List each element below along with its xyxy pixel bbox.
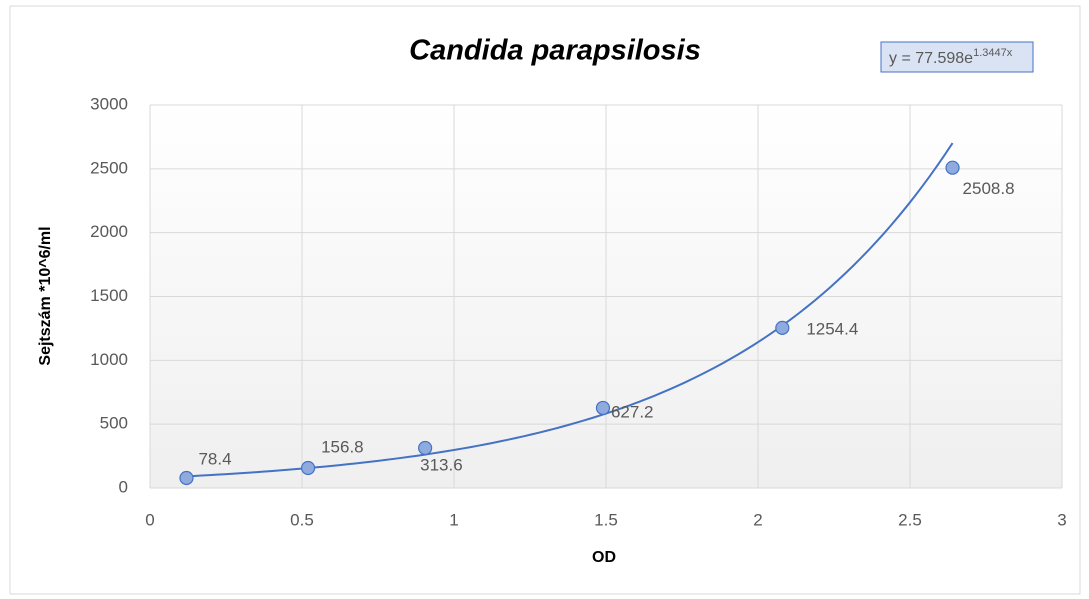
data-label: 156.8 <box>321 437 364 456</box>
x-tick-label: 2.5 <box>898 510 922 529</box>
x-tick-label: 1 <box>449 510 458 529</box>
y-tick-label: 2000 <box>90 222 128 241</box>
x-tick-label: 3 <box>1057 510 1066 529</box>
y-tick-label: 500 <box>100 414 128 433</box>
data-point <box>300 460 316 476</box>
data-label: 627.2 <box>611 402 654 421</box>
data-point <box>418 440 433 456</box>
data-point <box>775 320 790 335</box>
y-tick-label: 1000 <box>90 350 128 369</box>
y-tick-label: 1500 <box>90 286 128 305</box>
y-tick-label: 0 <box>119 477 128 496</box>
x-axis-label: OD <box>592 549 616 566</box>
data-point <box>179 470 194 486</box>
y-axis-label: Sejtszám *10^6/ml <box>37 226 54 365</box>
equation-box <box>880 41 1034 73</box>
data-label: 78.4 <box>198 449 231 468</box>
x-tick-label: 0 <box>145 510 154 529</box>
data-label: 313.6 <box>420 455 463 474</box>
y-tick-label: 3000 <box>90 94 128 113</box>
data-point <box>595 400 611 416</box>
x-tick-label: 2 <box>753 510 762 529</box>
y-tick-label: 2500 <box>90 158 128 177</box>
x-tick-label: 0.5 <box>290 510 314 529</box>
data-point <box>945 160 960 175</box>
chart-title: Candida parapsilosis <box>409 35 701 67</box>
x-tick-label: 1.5 <box>594 510 618 529</box>
data-label: 2508.8 <box>963 179 1015 198</box>
equation-base: y = 77.598e <box>889 50 973 67</box>
equation-exponent: 1.3447x <box>973 47 1013 59</box>
data-label: 1254.4 <box>806 319 858 338</box>
trendline-equation: y = 77.598e1.3447x <box>889 47 1013 67</box>
